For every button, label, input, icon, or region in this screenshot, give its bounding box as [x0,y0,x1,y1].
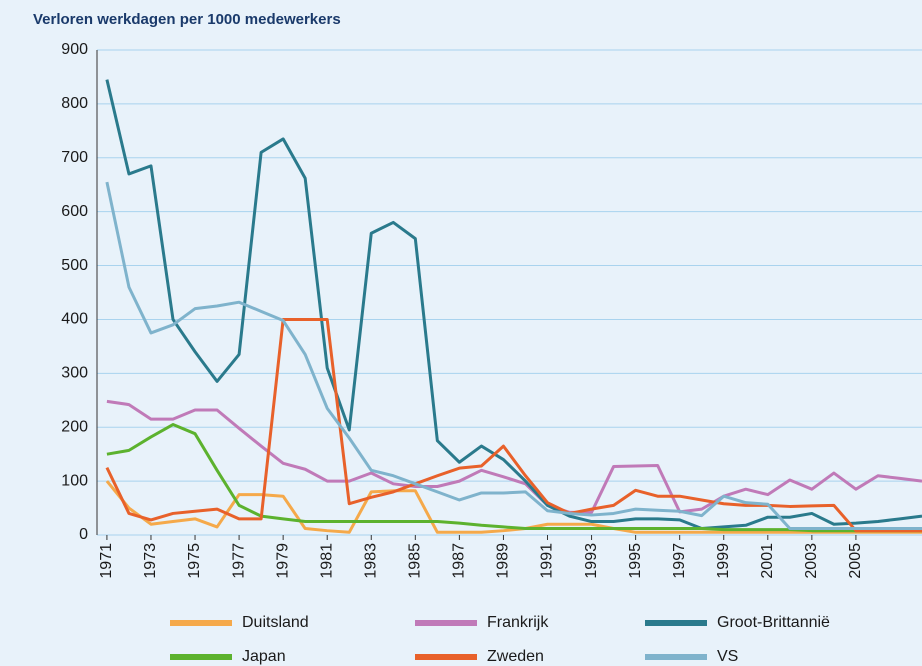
legend-label: Zweden [487,648,544,665]
x-tick-label: 1999 [715,543,732,579]
chart-title: Verloren werkdagen per 1000 medewerkers [33,11,341,28]
series-line [106,399,922,514]
x-tick-label: 2003 [803,543,820,579]
series-line [105,79,922,531]
x-tick-label: 2001 [759,543,776,579]
y-tick-label: 600 [61,203,88,220]
x-tick-label: 1981 [318,543,335,579]
legend-label: Groot-Brittannië [717,614,830,631]
x-tick-label: 1973 [142,543,159,579]
y-tick-label: 500 [61,257,88,274]
series-line [105,317,922,533]
x-tick-label: 2005 [847,543,864,579]
x-tick-label: 1993 [583,543,600,579]
x-tick-label: 1985 [407,543,424,579]
y-tick-label: 300 [61,365,88,382]
x-tick-label: 1997 [671,543,688,579]
y-tick-label: 400 [61,311,88,328]
y-tick-label: 800 [61,95,88,112]
x-tick-label: 1989 [495,543,512,579]
y-tick-label: 200 [61,418,88,435]
x-tick-label: 1979 [274,543,291,579]
legend-label: Duitsland [242,614,309,631]
y-tick-label: 100 [61,472,88,489]
x-tick-label: 1977 [230,543,247,579]
y-tick-label: 0 [79,526,88,543]
y-tick-label: 900 [61,41,88,58]
x-tick-label: 1983 [362,543,379,579]
x-tick-label: 1987 [451,543,468,579]
series-line [105,181,922,531]
legend-label: Japan [242,648,286,665]
legend-label: VS [717,648,738,665]
x-tick-label: 1991 [539,543,556,579]
x-tick-label: 1971 [98,543,115,579]
x-tick-label: 1995 [627,543,644,579]
series-line [106,423,922,533]
legend-label: Frankrijk [487,614,549,631]
series-line [105,480,922,534]
y-tick-label: 700 [61,149,88,166]
x-tick-label: 1975 [186,543,203,579]
